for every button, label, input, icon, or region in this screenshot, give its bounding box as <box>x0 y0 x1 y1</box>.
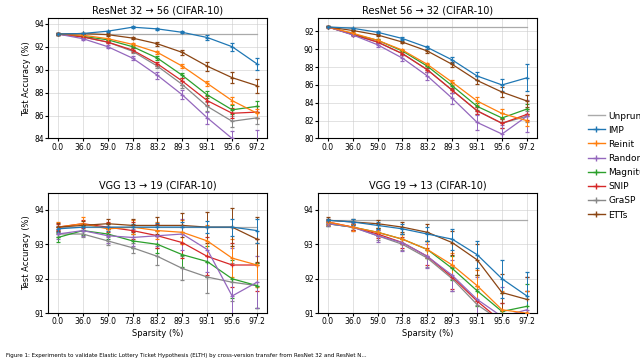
X-axis label: Sparsity (%): Sparsity (%) <box>402 329 453 338</box>
Legend: Unpruned, IMP, Reinit, Random, Magnitude, SNIP, GraSP, ETTs: Unpruned, IMP, Reinit, Random, Magnitude… <box>588 112 640 220</box>
Title: VGG 19 → 13 (CIFAR-10): VGG 19 → 13 (CIFAR-10) <box>369 181 486 190</box>
Title: ResNet 56 → 32 (CIFAR-10): ResNet 56 → 32 (CIFAR-10) <box>362 6 493 16</box>
Y-axis label: Test Accuracy (%): Test Accuracy (%) <box>22 41 31 116</box>
Title: VGG 13 → 19 (CIFAR-10): VGG 13 → 19 (CIFAR-10) <box>99 181 216 190</box>
Title: ResNet 32 → 56 (CIFAR-10): ResNet 32 → 56 (CIFAR-10) <box>92 6 223 16</box>
X-axis label: Sparsity (%): Sparsity (%) <box>132 329 183 338</box>
Y-axis label: Test Accuracy (%): Test Accuracy (%) <box>22 216 31 290</box>
Text: Figure 1: Experiments to validate Elastic Lottery Ticket Hypothesis (ELTH) by cr: Figure 1: Experiments to validate Elasti… <box>6 353 367 358</box>
